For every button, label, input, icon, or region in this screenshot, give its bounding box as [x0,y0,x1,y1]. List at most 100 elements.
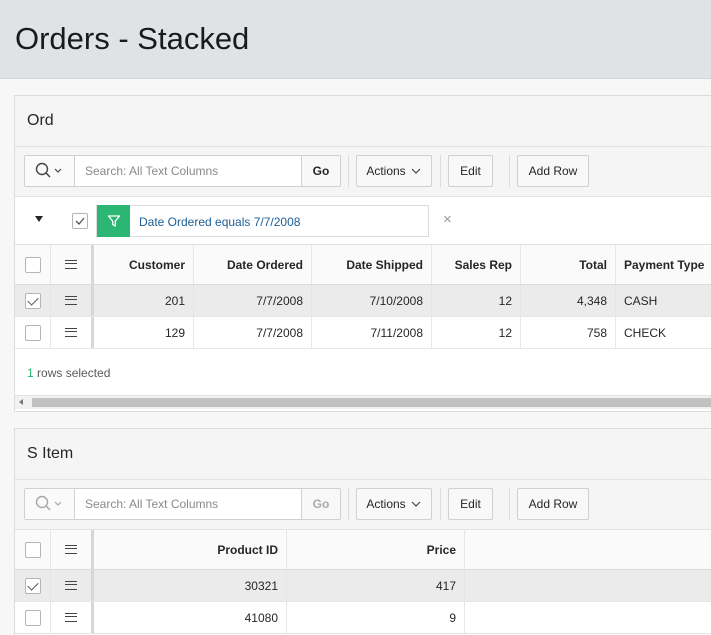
row-select-cell [15,285,51,316]
cell-total[interactable]: 4,348 [521,285,616,316]
row-checkbox[interactable] [24,292,41,309]
chevron-down-icon [411,168,421,174]
actions-label: Actions [366,164,406,178]
funnel-icon [97,205,130,237]
orders-add-row-button[interactable]: Add Row [517,155,589,187]
remove-filter-icon[interactable]: × [443,211,452,228]
orders-search-column-menu[interactable] [25,156,75,186]
page-header: Orders - Stacked [0,0,711,79]
cell-total[interactable]: 758 [521,317,616,348]
cell-date-shipped[interactable]: 7/11/2008 [312,317,432,348]
row-checkbox[interactable] [24,324,41,341]
search-icon [35,495,62,511]
toolbar-separator [509,155,510,187]
orders-edit-button[interactable]: Edit [448,155,493,187]
items-edit-button[interactable]: Edit [448,488,493,520]
row-actions-cell [51,570,94,601]
cell-date-ordered[interactable]: 7/7/2008 [194,317,312,348]
cell-sales-rep[interactable]: 12 [432,317,521,348]
page-title: Orders - Stacked [15,21,250,56]
cell-price[interactable]: 417 [287,570,465,601]
toolbar-separator [348,488,349,520]
cell-date-ordered[interactable]: 7/7/2008 [194,285,312,316]
row-actions-header [51,530,94,569]
select-all-checkbox[interactable] [24,541,41,558]
items-toolbar: Go Actions Edit Add Row [15,480,711,530]
hamburger-icon[interactable] [65,613,77,622]
row-checkbox[interactable] [24,609,41,626]
toolbar-separator [440,155,441,187]
row-actions-header [51,245,94,284]
items-grid-header: Product ID Price [15,530,711,570]
actions-label: Actions [366,497,406,511]
collapse-triangle-icon[interactable] [35,216,43,222]
column-header-customer[interactable]: Customer [94,245,194,284]
hamburger-icon[interactable] [65,581,77,590]
column-header-payment-type[interactable]: Payment Type [616,245,711,284]
table-row[interactable]: 30321 417 [15,570,711,602]
orders-go-button[interactable]: Go [301,156,340,186]
checkmark-icon [75,217,85,225]
hamburger-icon[interactable] [65,296,77,305]
orders-region-header: Ord [15,96,711,147]
column-header-price[interactable]: Price [287,530,465,569]
orders-search-input[interactable] [75,156,301,186]
row-select-cell [15,570,51,601]
table-row[interactable]: 201 7/7/2008 7/10/2008 12 4,348 CASH [15,285,711,317]
hamburger-icon[interactable] [65,328,77,337]
items-add-row-button[interactable]: Add Row [517,488,589,520]
cell-price[interactable]: 9 [287,602,465,633]
cell-product-id[interactable]: 41080 [94,602,287,633]
cell-sales-rep[interactable]: 12 [432,285,521,316]
row-checkbox[interactable] [24,577,41,594]
orders-toolbar: Go Actions Edit Add Row [15,147,711,197]
row-select-cell [15,317,51,348]
filter-chip[interactable]: Date Ordered equals 7/7/2008 [96,205,429,237]
column-header-date-ordered[interactable]: Date Ordered [194,245,312,284]
orders-filter-bar: Date Ordered equals 7/7/2008 × [15,197,711,245]
cell-customer[interactable]: 129 [94,317,194,348]
hamburger-icon[interactable] [65,260,77,269]
items-search-input[interactable] [75,489,301,519]
items-region-header: S Item [15,429,711,480]
select-all-cell [15,530,51,569]
items-grid: Product ID Price 30321 417 41080 9 [15,530,711,634]
orders-actions-button[interactable]: Actions [356,155,432,187]
orders-grid: Customer Date Ordered Date Shipped Sales… [15,245,711,349]
scrollbar-thumb[interactable] [32,398,711,407]
scroll-left-arrow-icon[interactable] [19,399,23,405]
items-region-title: S Item [27,445,74,462]
filter-enabled-checkbox[interactable] [72,213,88,229]
row-actions-cell [51,602,94,633]
items-search-column-menu[interactable] [25,489,75,519]
orders-grid-header: Customer Date Ordered Date Shipped Sales… [15,245,711,285]
search-icon [35,162,62,178]
orders-search-group: Go [24,155,341,187]
selected-label: rows selected [33,366,111,380]
chevron-down-icon [411,501,421,507]
row-actions-cell [51,285,94,316]
cell-date-shipped[interactable]: 7/10/2008 [312,285,432,316]
cell-payment-type[interactable]: CASH [616,285,711,316]
items-region: S Item Go Actions Edit Add Row [14,428,711,635]
table-row[interactable]: 41080 9 [15,602,711,634]
selected-count: 1 [27,366,34,380]
row-actions-cell [51,317,94,348]
column-header-sales-rep[interactable]: Sales Rep [432,245,521,284]
toolbar-separator [440,488,441,520]
items-go-button[interactable]: Go [301,489,340,519]
hamburger-icon[interactable] [65,545,77,554]
items-actions-button[interactable]: Actions [356,488,432,520]
toolbar-separator [348,155,349,187]
orders-horizontal-scrollbar[interactable] [15,395,711,409]
cell-product-id[interactable]: 30321 [94,570,287,601]
column-header-product-id[interactable]: Product ID [94,530,287,569]
column-header-date-shipped[interactable]: Date Shipped [312,245,432,284]
items-search-group: Go [24,488,341,520]
select-all-checkbox[interactable] [24,256,41,273]
column-header-total[interactable]: Total [521,245,616,284]
table-row[interactable]: 129 7/7/2008 7/11/2008 12 758 CHECK [15,317,711,349]
cell-payment-type[interactable]: CHECK [616,317,711,348]
cell-customer[interactable]: 201 [94,285,194,316]
orders-grid-footer: 1 rows selected [15,349,711,395]
